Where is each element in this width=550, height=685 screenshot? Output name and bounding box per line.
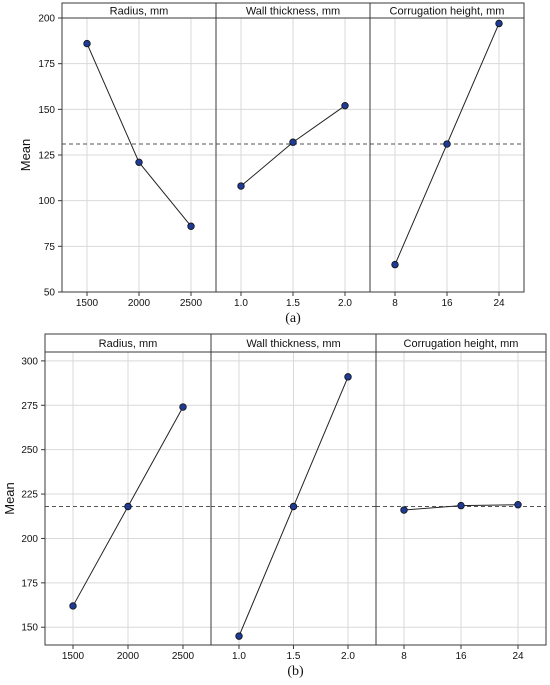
data-point	[187, 222, 195, 230]
data-point	[69, 602, 77, 610]
figure-caption: (a)	[285, 311, 301, 326]
data-point	[344, 373, 352, 381]
x-tick-label: 16	[441, 298, 453, 309]
data-point	[179, 403, 187, 411]
y-tick-label: 200	[38, 14, 55, 25]
x-tick-label: 8	[401, 651, 407, 662]
data-point	[495, 19, 503, 28]
y-tick-label: 150	[38, 105, 55, 116]
data-point	[235, 632, 243, 640]
y-tick-label: 175	[38, 59, 55, 70]
figure-caption: (b)	[287, 664, 304, 679]
panel-3: 8 16 24 Corrugation height, mm	[375, 333, 547, 662]
x-tick-label: 1.5	[286, 298, 300, 309]
y-tick-label: 50	[44, 288, 56, 299]
data-point	[237, 182, 245, 190]
y-tick-label: 125	[38, 151, 55, 162]
x-tick-label: 2500	[180, 298, 203, 309]
x-tick-label: 24	[512, 651, 524, 662]
x-tick-label: 1500	[76, 298, 99, 309]
panel-2: 1.0 1.5 2.0 Wall thickness, mm	[215, 2, 371, 309]
x-tick-label: 1.5	[287, 651, 301, 662]
y-tick-label: 300	[21, 356, 38, 367]
panel-1: 1500 2000 2500 Radius, mm	[44, 333, 212, 662]
y-axis-label: Mean	[18, 139, 33, 172]
y-tick-label: 275	[21, 401, 38, 412]
x-tick-label: 24	[493, 298, 505, 309]
plot-frame	[44, 333, 547, 646]
data-point	[514, 501, 522, 509]
data-point	[124, 502, 132, 511]
panel-title: Radius, mm	[110, 6, 169, 18]
data-point	[83, 39, 91, 48]
x-tick-label: 2500	[172, 651, 195, 662]
x-tick-label: 1500	[62, 651, 85, 662]
panel-3: 8 16 24 Corrugation height, mm	[369, 2, 525, 309]
y-tick-label: 225	[21, 490, 38, 501]
x-tick-label: 2.0	[338, 298, 352, 309]
y-tick-label: 250	[21, 445, 38, 456]
y-tick-label: 100	[38, 196, 55, 207]
x-tick-label: 1.0	[234, 298, 248, 309]
x-tick-label: 2000	[117, 651, 140, 662]
panel-1: 1500 2000 2500 Radius, mm	[61, 2, 217, 309]
data-point	[457, 501, 465, 510]
x-tick-label: 16	[455, 651, 467, 662]
y-tick-label: 175	[21, 578, 38, 589]
data-point	[135, 158, 143, 167]
data-point	[443, 140, 451, 148]
data-point	[289, 502, 298, 511]
y-axis-label: Mean	[2, 482, 17, 515]
panel-2: 1.0 1.5 2.0 Wall thickness, mm	[210, 333, 377, 662]
plot-frame	[61, 2, 525, 293]
x-tick-label: 2000	[128, 298, 151, 309]
data-point	[289, 138, 297, 146]
panel-title: Wall thickness, mm	[246, 6, 340, 18]
panel-title: Corrugation height, mm	[404, 338, 519, 350]
panel-title: Corrugation height, mm	[390, 6, 505, 18]
x-tick-label: 8	[392, 298, 398, 309]
data-point	[400, 506, 408, 514]
panel-title: Wall thickness, mm	[246, 338, 340, 350]
y-tick-label: 200	[21, 534, 38, 545]
chart-a: 1500 2000 2500 Radius, mm 1.0 1.5 2.0 Wall thic…	[18, 2, 525, 326]
x-tick-label: 1.0	[232, 651, 246, 662]
panel-title: Radius, mm	[99, 338, 158, 350]
data-point	[341, 101, 349, 110]
x-tick-label: 2.0	[341, 651, 355, 662]
y-tick-label: 75	[44, 242, 56, 253]
chart-b: 1500 2000 2500 Radius, mm 1.0 1.5 2.0 Wall thic…	[2, 333, 547, 679]
y-tick-label: 150	[21, 623, 38, 634]
data-point	[391, 260, 399, 269]
